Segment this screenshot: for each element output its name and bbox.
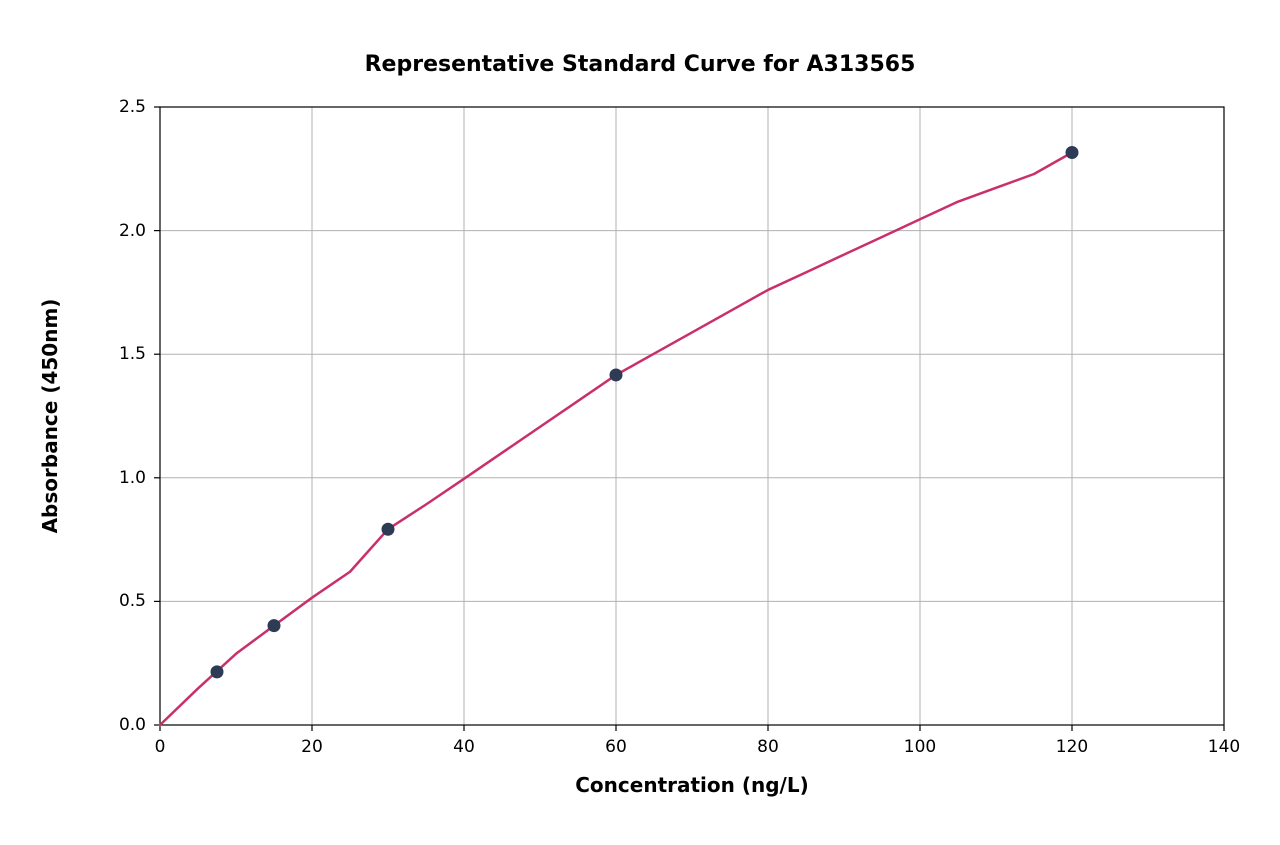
- plot-border: [160, 107, 1224, 725]
- ytick-label: 1.0: [119, 468, 146, 488]
- data-marker: [610, 369, 622, 381]
- xtick-label: 120: [1056, 737, 1088, 757]
- xtick-label: 40: [453, 737, 475, 757]
- ytick-label: 2.5: [119, 97, 146, 117]
- xtick-label: 80: [757, 737, 779, 757]
- chart-title: Representative Standard Curve for A31356…: [0, 52, 1280, 77]
- xtick-label: 140: [1208, 737, 1240, 757]
- x-axis-label: Concentration (ng/L): [575, 773, 808, 797]
- ytick-label: 2.0: [119, 221, 146, 241]
- chart-svg: [0, 0, 1280, 845]
- xtick-label: 100: [904, 737, 936, 757]
- chart-container: Representative Standard Curve for A31356…: [0, 0, 1280, 845]
- xtick-label: 60: [605, 737, 627, 757]
- y-axis-label: Absorbance (450nm): [38, 299, 62, 534]
- xtick-label: 0: [155, 737, 166, 757]
- xtick-label: 20: [301, 737, 323, 757]
- data-marker: [1066, 146, 1078, 158]
- ytick-label: 1.5: [119, 344, 146, 364]
- data-marker: [211, 666, 223, 678]
- ytick-label: 0.5: [119, 591, 146, 611]
- data-marker: [268, 620, 280, 632]
- ytick-label: 0.0: [119, 715, 146, 735]
- data-marker: [382, 523, 394, 535]
